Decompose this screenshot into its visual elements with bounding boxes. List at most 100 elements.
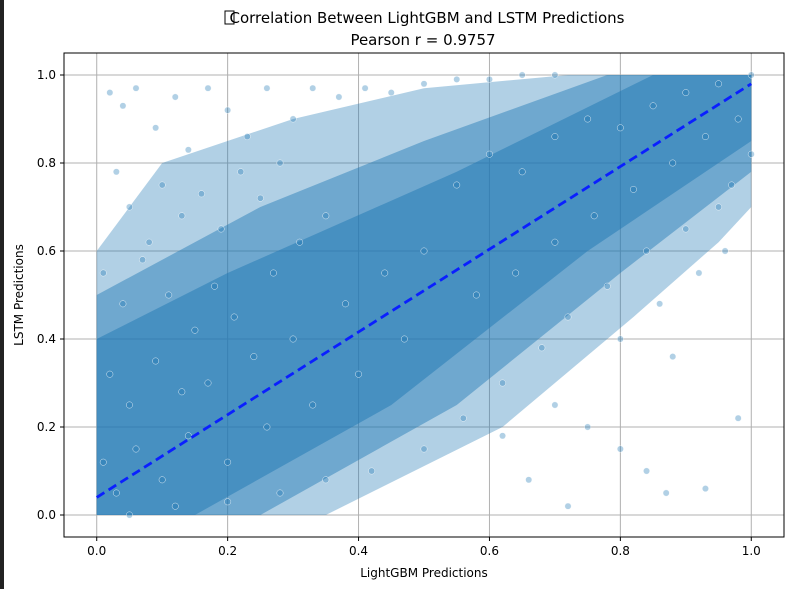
scatter-point bbox=[630, 185, 637, 193]
scatter-point bbox=[715, 203, 722, 211]
y-tick-label: 0.0 bbox=[37, 508, 56, 522]
scatter-point bbox=[211, 282, 218, 290]
y-tick-label: 0.8 bbox=[37, 156, 56, 170]
scatter-point bbox=[250, 353, 258, 360]
scatter-point bbox=[643, 247, 650, 255]
scatter-point bbox=[171, 93, 179, 101]
scatter-point bbox=[184, 432, 192, 440]
scatter-point bbox=[747, 150, 755, 158]
scatter-point bbox=[616, 445, 624, 453]
scatter-point bbox=[662, 489, 670, 497]
scatter-point bbox=[276, 489, 284, 497]
scatter-point bbox=[126, 203, 133, 211]
scatter-point bbox=[204, 84, 212, 92]
scatter-point bbox=[420, 247, 428, 255]
scatter-point bbox=[139, 256, 146, 264]
scatter-point bbox=[309, 401, 317, 409]
scatter-point bbox=[256, 194, 264, 202]
y-tick-label: 0.2 bbox=[37, 420, 56, 434]
scatter-point bbox=[178, 388, 186, 396]
scatter-point bbox=[99, 458, 107, 466]
scatter-point bbox=[551, 71, 559, 79]
scatter-point bbox=[106, 89, 114, 97]
scatter-point bbox=[198, 190, 205, 198]
scatter-point bbox=[263, 423, 271, 431]
y-tick-label: 1.0 bbox=[37, 68, 56, 82]
scatter-point bbox=[616, 124, 624, 132]
y-axis-ticks: 0.0 0.2 0.4 0.6 0.8 1.0 bbox=[37, 68, 64, 522]
scatter-point bbox=[643, 467, 650, 475]
scatter-point bbox=[649, 102, 657, 110]
chart-title: Correlation Between LightGBM and LSTM Pr… bbox=[224, 9, 625, 49]
scatter-point bbox=[551, 401, 559, 409]
scatter-point bbox=[224, 498, 232, 506]
scatter-point bbox=[361, 84, 369, 92]
scatter-point bbox=[734, 115, 742, 123]
scatter-point bbox=[342, 300, 349, 308]
x-tick-label: 0.6 bbox=[480, 544, 499, 558]
scatter-point bbox=[119, 300, 127, 308]
scatter-point bbox=[243, 133, 251, 141]
scatter-point bbox=[270, 269, 277, 277]
title-line-1: Correlation Between LightGBM and LSTM Pr… bbox=[229, 9, 624, 27]
scatter-point bbox=[702, 485, 709, 492]
title-line-2: Pearson r = 0.9757 bbox=[350, 31, 495, 49]
scatter-point bbox=[217, 225, 225, 233]
scatter-point bbox=[525, 476, 533, 484]
point-density-region bbox=[96, 75, 752, 515]
scatter-point bbox=[715, 80, 722, 88]
scatter-point bbox=[453, 181, 461, 189]
scatter-point bbox=[224, 106, 232, 114]
x-tick-label: 0.8 bbox=[611, 544, 630, 558]
scatter-point bbox=[263, 84, 271, 92]
scatter-point bbox=[721, 247, 729, 255]
scatter-point bbox=[106, 370, 114, 378]
scatter-point bbox=[99, 269, 107, 277]
x-tick-label: 0.0 bbox=[87, 544, 106, 558]
scatter-point bbox=[564, 502, 572, 510]
scatter-point bbox=[126, 401, 133, 409]
scatter-point bbox=[152, 124, 160, 132]
x-axis-label: LightGBM Predictions bbox=[360, 566, 488, 580]
scatter-point bbox=[656, 300, 664, 308]
scatter-point bbox=[368, 467, 376, 475]
y-tick-label: 0.4 bbox=[37, 332, 56, 346]
scatter-point bbox=[747, 71, 755, 79]
scatter-point bbox=[165, 291, 173, 299]
scatter-point bbox=[191, 326, 199, 334]
scatter-point bbox=[590, 212, 598, 220]
scatter-point bbox=[551, 133, 559, 141]
scatter-point bbox=[616, 335, 624, 343]
scatter-point bbox=[584, 423, 592, 431]
scatter-point bbox=[381, 269, 389, 277]
window-edge bbox=[0, 0, 4, 589]
scatter-point bbox=[355, 370, 362, 378]
scatter-point bbox=[472, 291, 480, 299]
axes-border bbox=[63, 52, 785, 538]
scatter-point bbox=[682, 89, 690, 97]
scatter-point bbox=[695, 269, 703, 277]
scatter-point bbox=[224, 458, 232, 466]
scatter-point bbox=[132, 84, 140, 92]
scatter-point bbox=[158, 181, 166, 189]
scatter-point bbox=[538, 344, 546, 352]
x-tick-label: 0.4 bbox=[349, 544, 368, 558]
scatter-point bbox=[453, 76, 461, 83]
scatter-point bbox=[702, 133, 709, 141]
y-tick-label: 0.6 bbox=[37, 244, 56, 258]
x-tick-label: 0.2 bbox=[218, 544, 237, 558]
scatter-point bbox=[512, 269, 520, 277]
scatter-point bbox=[204, 379, 212, 387]
scatter-point bbox=[499, 432, 506, 440]
scatter-point bbox=[734, 414, 742, 422]
scatter-point bbox=[335, 93, 343, 101]
scatter-point bbox=[551, 238, 559, 246]
scatter-point bbox=[669, 353, 677, 360]
scatter-point bbox=[126, 511, 133, 519]
scatter-point bbox=[289, 335, 297, 343]
x-axis-ticks: 0.0 0.2 0.4 0.6 0.8 1.0 bbox=[87, 537, 761, 558]
y-axis-label: LSTM Predictions bbox=[12, 244, 26, 346]
scatter-points bbox=[99, 71, 755, 519]
scatter-point bbox=[682, 225, 690, 233]
